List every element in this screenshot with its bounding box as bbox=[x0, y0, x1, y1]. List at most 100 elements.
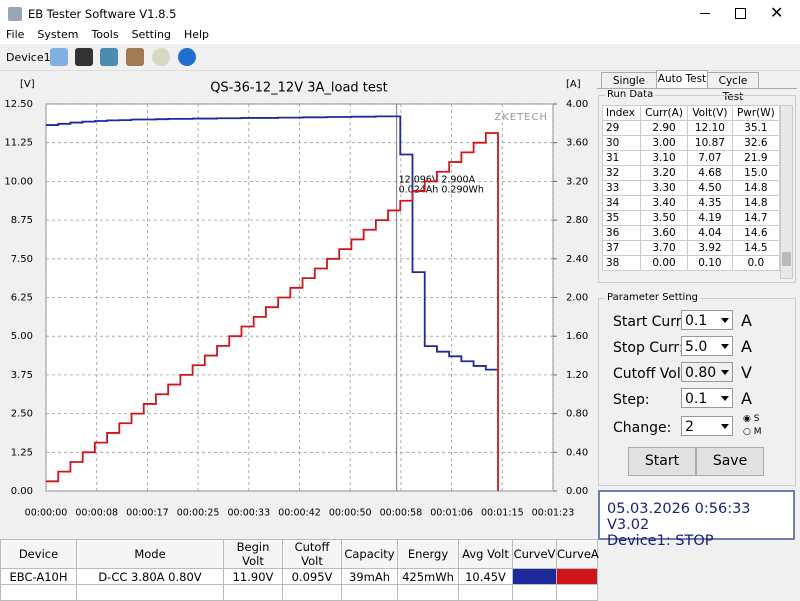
close-button[interactable]: ✕ bbox=[770, 3, 784, 22]
param-unit: V bbox=[741, 363, 752, 382]
table-cell: 35 bbox=[602, 210, 641, 226]
combo-box[interactable]: 0.1 bbox=[681, 310, 733, 330]
toolbar: Device1 bbox=[0, 44, 800, 71]
param-label: Step: bbox=[613, 392, 650, 408]
column-header: Energy bbox=[397, 539, 459, 569]
table-row bbox=[0, 584, 598, 601]
minimize-button[interactable] bbox=[700, 13, 710, 14]
y2-tick-label: 0.00 bbox=[566, 486, 588, 497]
title-bar: EB Tester Software V1.8.5 ✕ bbox=[0, 0, 800, 28]
y-tick-label: 0.00 bbox=[11, 486, 33, 497]
table-row: 33 3.30 4.50 14.8 bbox=[602, 180, 781, 196]
y2-tick-label: 2.40 bbox=[566, 254, 588, 265]
table-cell bbox=[556, 584, 598, 601]
info-icon[interactable] bbox=[178, 48, 196, 66]
column-header: Mode bbox=[76, 539, 224, 569]
table-cell: 14.8 bbox=[731, 195, 781, 211]
table-row: 36 3.60 4.04 14.6 bbox=[602, 225, 781, 241]
y2-tick-label: 2.00 bbox=[566, 293, 588, 304]
y2-tick-label: 3.20 bbox=[566, 176, 588, 187]
table-cell: 12.10 bbox=[687, 120, 733, 136]
table-cell bbox=[397, 584, 459, 601]
menu-item[interactable]: System bbox=[37, 28, 79, 41]
start-button[interactable]: Start bbox=[628, 447, 696, 476]
combo-box[interactable]: 5.0 bbox=[681, 336, 733, 356]
column-header: Index bbox=[602, 105, 641, 121]
search-icon[interactable] bbox=[152, 48, 170, 66]
save-icon[interactable] bbox=[75, 48, 93, 66]
x-tick-label: 00:00:42 bbox=[278, 508, 321, 519]
table-row: 34 3.40 4.35 14.8 bbox=[602, 195, 781, 211]
column-header: Pwr(W) bbox=[731, 105, 781, 121]
column-header: Begin Volt bbox=[223, 539, 283, 569]
device-label[interactable]: Device1 bbox=[6, 51, 51, 64]
color-swatch bbox=[556, 568, 598, 585]
parameter-group: Parameter Setting bbox=[598, 292, 796, 486]
table-row: 30 3.00 10.87 32.6 bbox=[602, 135, 781, 151]
save-button[interactable]: Save bbox=[696, 447, 764, 476]
param-unit: A bbox=[741, 311, 752, 330]
status-line: 05.03.2026 0:56:33 V3.02 bbox=[607, 501, 751, 533]
tab[interactable]: Single Test bbox=[601, 72, 657, 103]
table-cell: 4.04 bbox=[687, 225, 733, 241]
combo-box[interactable]: 0.1 bbox=[681, 388, 733, 408]
radio-option[interactable]: ◉ S bbox=[743, 414, 760, 424]
table-cell: 36 bbox=[602, 225, 641, 241]
y2-tick-label: 3.60 bbox=[566, 138, 588, 149]
group-title: Run Data bbox=[605, 89, 656, 100]
y-tick-label: 7.50 bbox=[11, 254, 33, 265]
tools-icon[interactable] bbox=[126, 48, 144, 66]
table-row: 37 3.70 3.92 14.5 bbox=[602, 240, 781, 256]
table-cell: 4.50 bbox=[687, 180, 733, 196]
param-unit: A bbox=[741, 337, 752, 356]
table-row: 38 0.00 0.10 0.0 bbox=[602, 255, 781, 271]
y2-tick-label: 1.60 bbox=[566, 331, 588, 342]
combo-box[interactable]: 0.80 bbox=[681, 362, 733, 382]
y-tick-label: 8.75 bbox=[11, 215, 33, 226]
y-tick-label: 3.75 bbox=[11, 370, 33, 381]
tab-active[interactable]: Auto Test bbox=[656, 70, 708, 89]
table-cell: EBC-A10H bbox=[0, 568, 77, 585]
open-icon[interactable] bbox=[50, 48, 68, 66]
radio-option[interactable]: ○ M bbox=[743, 427, 762, 437]
menu-item[interactable]: Setting bbox=[131, 28, 171, 41]
run-data-group: Run Data Index Curr(A) Volt(V) Pwr(W) 29 2.90… bbox=[598, 89, 796, 283]
table-cell: 0.00 bbox=[639, 255, 689, 271]
x-tick-label: 00:00:33 bbox=[227, 508, 270, 519]
scroll-thumb[interactable] bbox=[782, 252, 791, 266]
maximize-button[interactable] bbox=[735, 8, 746, 19]
tab[interactable]: Cycle Test bbox=[707, 72, 759, 103]
table-cell: 14.6 bbox=[731, 225, 781, 241]
param-unit: A bbox=[741, 389, 752, 408]
table-cell: 32 bbox=[602, 165, 641, 181]
table-cell: 32.6 bbox=[731, 135, 781, 151]
menu-item[interactable]: Help bbox=[183, 28, 210, 41]
menu-item[interactable]: File bbox=[6, 28, 25, 41]
table-cell: 0.0 bbox=[731, 255, 781, 271]
column-header: CurveV bbox=[512, 539, 557, 569]
x-tick-label: 00:01:15 bbox=[481, 508, 524, 519]
table-cell: 30 bbox=[602, 135, 641, 151]
y2-tick-label: 0.40 bbox=[566, 447, 588, 458]
y-tick-label: 11.25 bbox=[4, 138, 33, 149]
table-cell: 4.68 bbox=[687, 165, 733, 181]
scrollbar[interactable] bbox=[780, 105, 793, 279]
param-label: Start Curr: bbox=[613, 314, 687, 330]
column-header: Volt(V) bbox=[687, 105, 733, 121]
image-icon[interactable] bbox=[100, 48, 118, 66]
table-cell: 29 bbox=[602, 120, 641, 136]
menu-item[interactable]: Tools bbox=[91, 28, 119, 41]
table-cell: D-CC 3.80A 0.80V bbox=[76, 568, 224, 585]
table-cell: 38 bbox=[602, 255, 641, 271]
y-tick-label: 12.50 bbox=[4, 99, 33, 110]
table-cell: 15.0 bbox=[731, 165, 781, 181]
table-cell: 3.10 bbox=[639, 150, 689, 166]
color-swatch bbox=[512, 568, 557, 585]
param-label: Stop Curr: bbox=[613, 340, 684, 356]
table-cell: 3.20 bbox=[639, 165, 689, 181]
table-cell: 0.10 bbox=[687, 255, 733, 271]
table-cell: 21.9 bbox=[731, 150, 781, 166]
combo-box[interactable]: 2 bbox=[681, 416, 733, 436]
y2-tick-label: 4.00 bbox=[566, 99, 588, 110]
table-cell bbox=[282, 584, 342, 601]
